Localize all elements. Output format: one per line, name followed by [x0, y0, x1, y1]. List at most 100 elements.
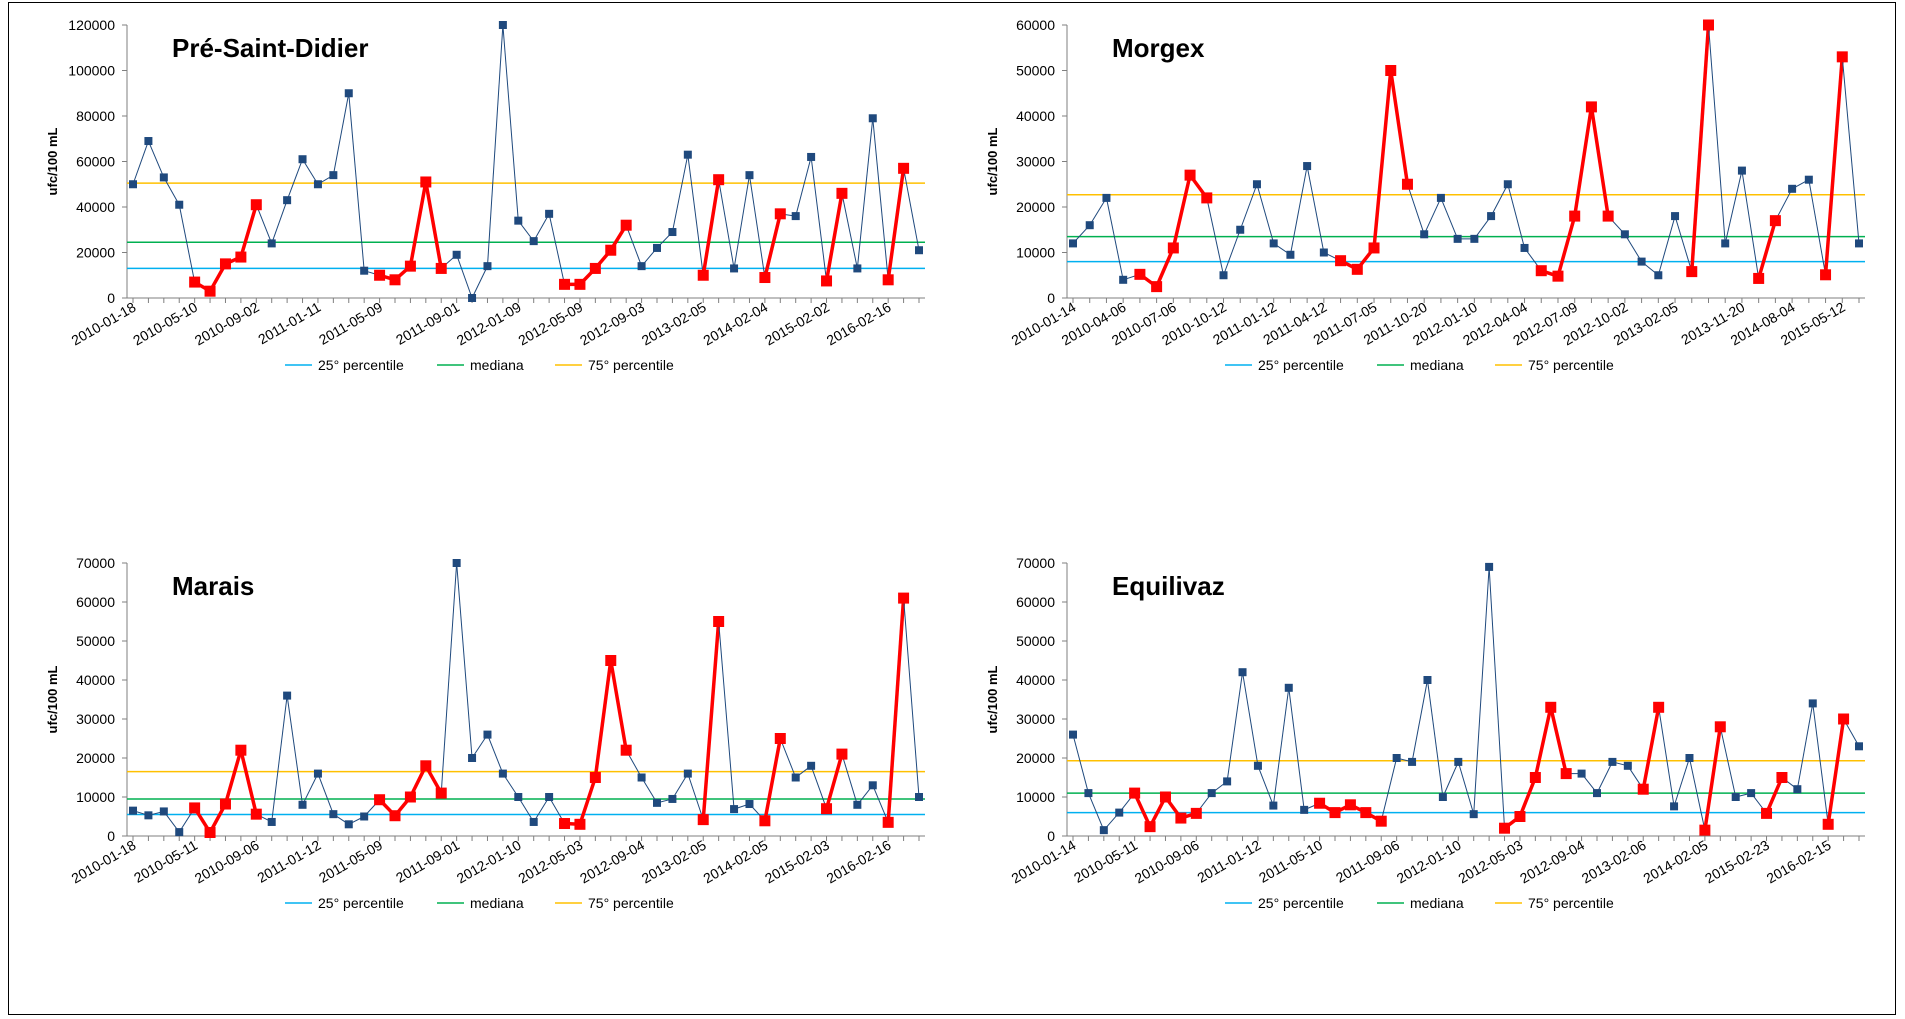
highlight-point — [559, 278, 571, 290]
series-segment — [1688, 757, 1706, 831]
data-point — [129, 180, 137, 189]
data-point — [1102, 193, 1111, 202]
data-point — [1084, 789, 1093, 798]
series-segment — [1272, 687, 1290, 806]
series-segment — [456, 254, 473, 299]
highlight-segment — [239, 204, 258, 258]
highlight-point — [589, 772, 601, 783]
series-segment — [1380, 757, 1398, 822]
highlight-point — [1190, 807, 1202, 819]
data-point — [1069, 239, 1077, 248]
x-tick-label: 2013-02-05 — [639, 299, 709, 349]
y-tick-label: 10000 — [1016, 789, 1055, 805]
data-point — [1520, 243, 1529, 252]
x-tick-label: 2012-05-03 — [1455, 837, 1525, 887]
y-tick-label: 20000 — [1016, 199, 1055, 215]
data-point — [545, 793, 554, 801]
x-tick-label: 2011-05-10 — [1256, 837, 1325, 886]
series-segment — [302, 773, 319, 806]
highlight-segment — [223, 749, 243, 805]
y-tick-label: 20000 — [1016, 750, 1055, 766]
highlight-segment — [1556, 215, 1577, 277]
x-tick-label: 2012-01-10 — [454, 837, 524, 887]
highlight-point — [559, 818, 571, 830]
series-segment — [841, 753, 858, 805]
series-segment — [718, 179, 735, 269]
highlight-segment — [1690, 24, 1711, 272]
y-tick-label: 50000 — [76, 633, 115, 649]
series-segment — [1457, 761, 1475, 815]
x-tick-label: 2010-01-18 — [68, 837, 138, 887]
highlight-point — [821, 803, 833, 815]
highlight-point — [1360, 807, 1372, 819]
y-axis-label: ufc/100 mL — [985, 665, 1000, 733]
highlight-point — [574, 278, 586, 290]
data-point — [1238, 668, 1247, 677]
data-point — [498, 769, 507, 778]
data-point — [1487, 212, 1496, 221]
x-tick-label: 2010-01-14 — [1008, 837, 1078, 887]
series-segment — [671, 154, 689, 233]
data-point — [791, 773, 800, 782]
data-point — [1855, 742, 1863, 751]
data-point — [283, 691, 292, 700]
highlight-point — [1144, 821, 1156, 833]
highlight-segment — [1549, 706, 1568, 774]
series-segment — [671, 773, 689, 800]
highlight-point — [620, 744, 632, 756]
series-segment — [1724, 170, 1743, 244]
series-segment — [625, 225, 643, 267]
data-point — [683, 769, 692, 778]
data-point — [144, 137, 153, 146]
chart-title-equilivaz: Equilivaz — [1112, 571, 1225, 601]
legend-p75-label: 75° percentile — [588, 357, 674, 373]
series-segment — [687, 773, 704, 820]
highlight-point — [574, 818, 586, 830]
highlight-point — [189, 276, 201, 288]
y-tick-label: 50000 — [1016, 63, 1055, 79]
series-segment — [286, 159, 303, 201]
data-point — [175, 200, 184, 209]
series-segment — [1658, 707, 1675, 807]
x-tick-label: 2010-05-11 — [131, 837, 200, 886]
x-tick-label: 2010-09-06 — [192, 837, 262, 887]
x-tick-label: 2012-09-04 — [577, 837, 647, 887]
data-point — [1608, 757, 1617, 766]
y-tick-label: 60000 — [76, 154, 115, 170]
series-segment — [1306, 165, 1325, 253]
data-point — [1069, 730, 1077, 739]
data-point — [1855, 239, 1863, 248]
data-point — [360, 266, 369, 275]
data-point — [1637, 257, 1646, 266]
highlight-segment — [578, 776, 598, 825]
y-tick-label: 30000 — [76, 711, 115, 727]
highlight-point — [1368, 242, 1380, 254]
series-segment — [456, 562, 473, 759]
series-segment — [779, 738, 797, 778]
series-segment — [1707, 24, 1726, 244]
series-segment — [903, 598, 920, 798]
x-tick-label: 2011-09-01 — [393, 837, 462, 886]
data-point — [1115, 808, 1124, 817]
highlight-segment — [1764, 776, 1784, 815]
highlight-point — [1529, 772, 1541, 783]
data-point — [344, 820, 353, 829]
data-point — [1731, 793, 1740, 801]
highlight-point — [1560, 768, 1572, 780]
x-tick-label: 2016-02-15 — [1764, 837, 1834, 887]
highlight-segment — [763, 738, 783, 822]
data-point — [1423, 676, 1432, 684]
highlight-segment — [1756, 220, 1778, 279]
highlight-point — [697, 269, 709, 281]
highlight-point — [1344, 799, 1356, 811]
highlight-point — [204, 826, 216, 838]
y-tick-label: 60000 — [76, 594, 115, 610]
highlight-point — [420, 176, 432, 188]
x-tick-label: 2015-02-23 — [1702, 837, 1772, 887]
highlight-segment — [1823, 56, 1845, 275]
highlight-point — [1585, 101, 1597, 113]
chart-morgex: 01000020000300004000050000600002010-01-1… — [985, 17, 1865, 373]
series-segment — [255, 204, 273, 244]
highlight-segment — [408, 181, 428, 267]
x-tick-label: 2011-01-12 — [254, 837, 323, 886]
